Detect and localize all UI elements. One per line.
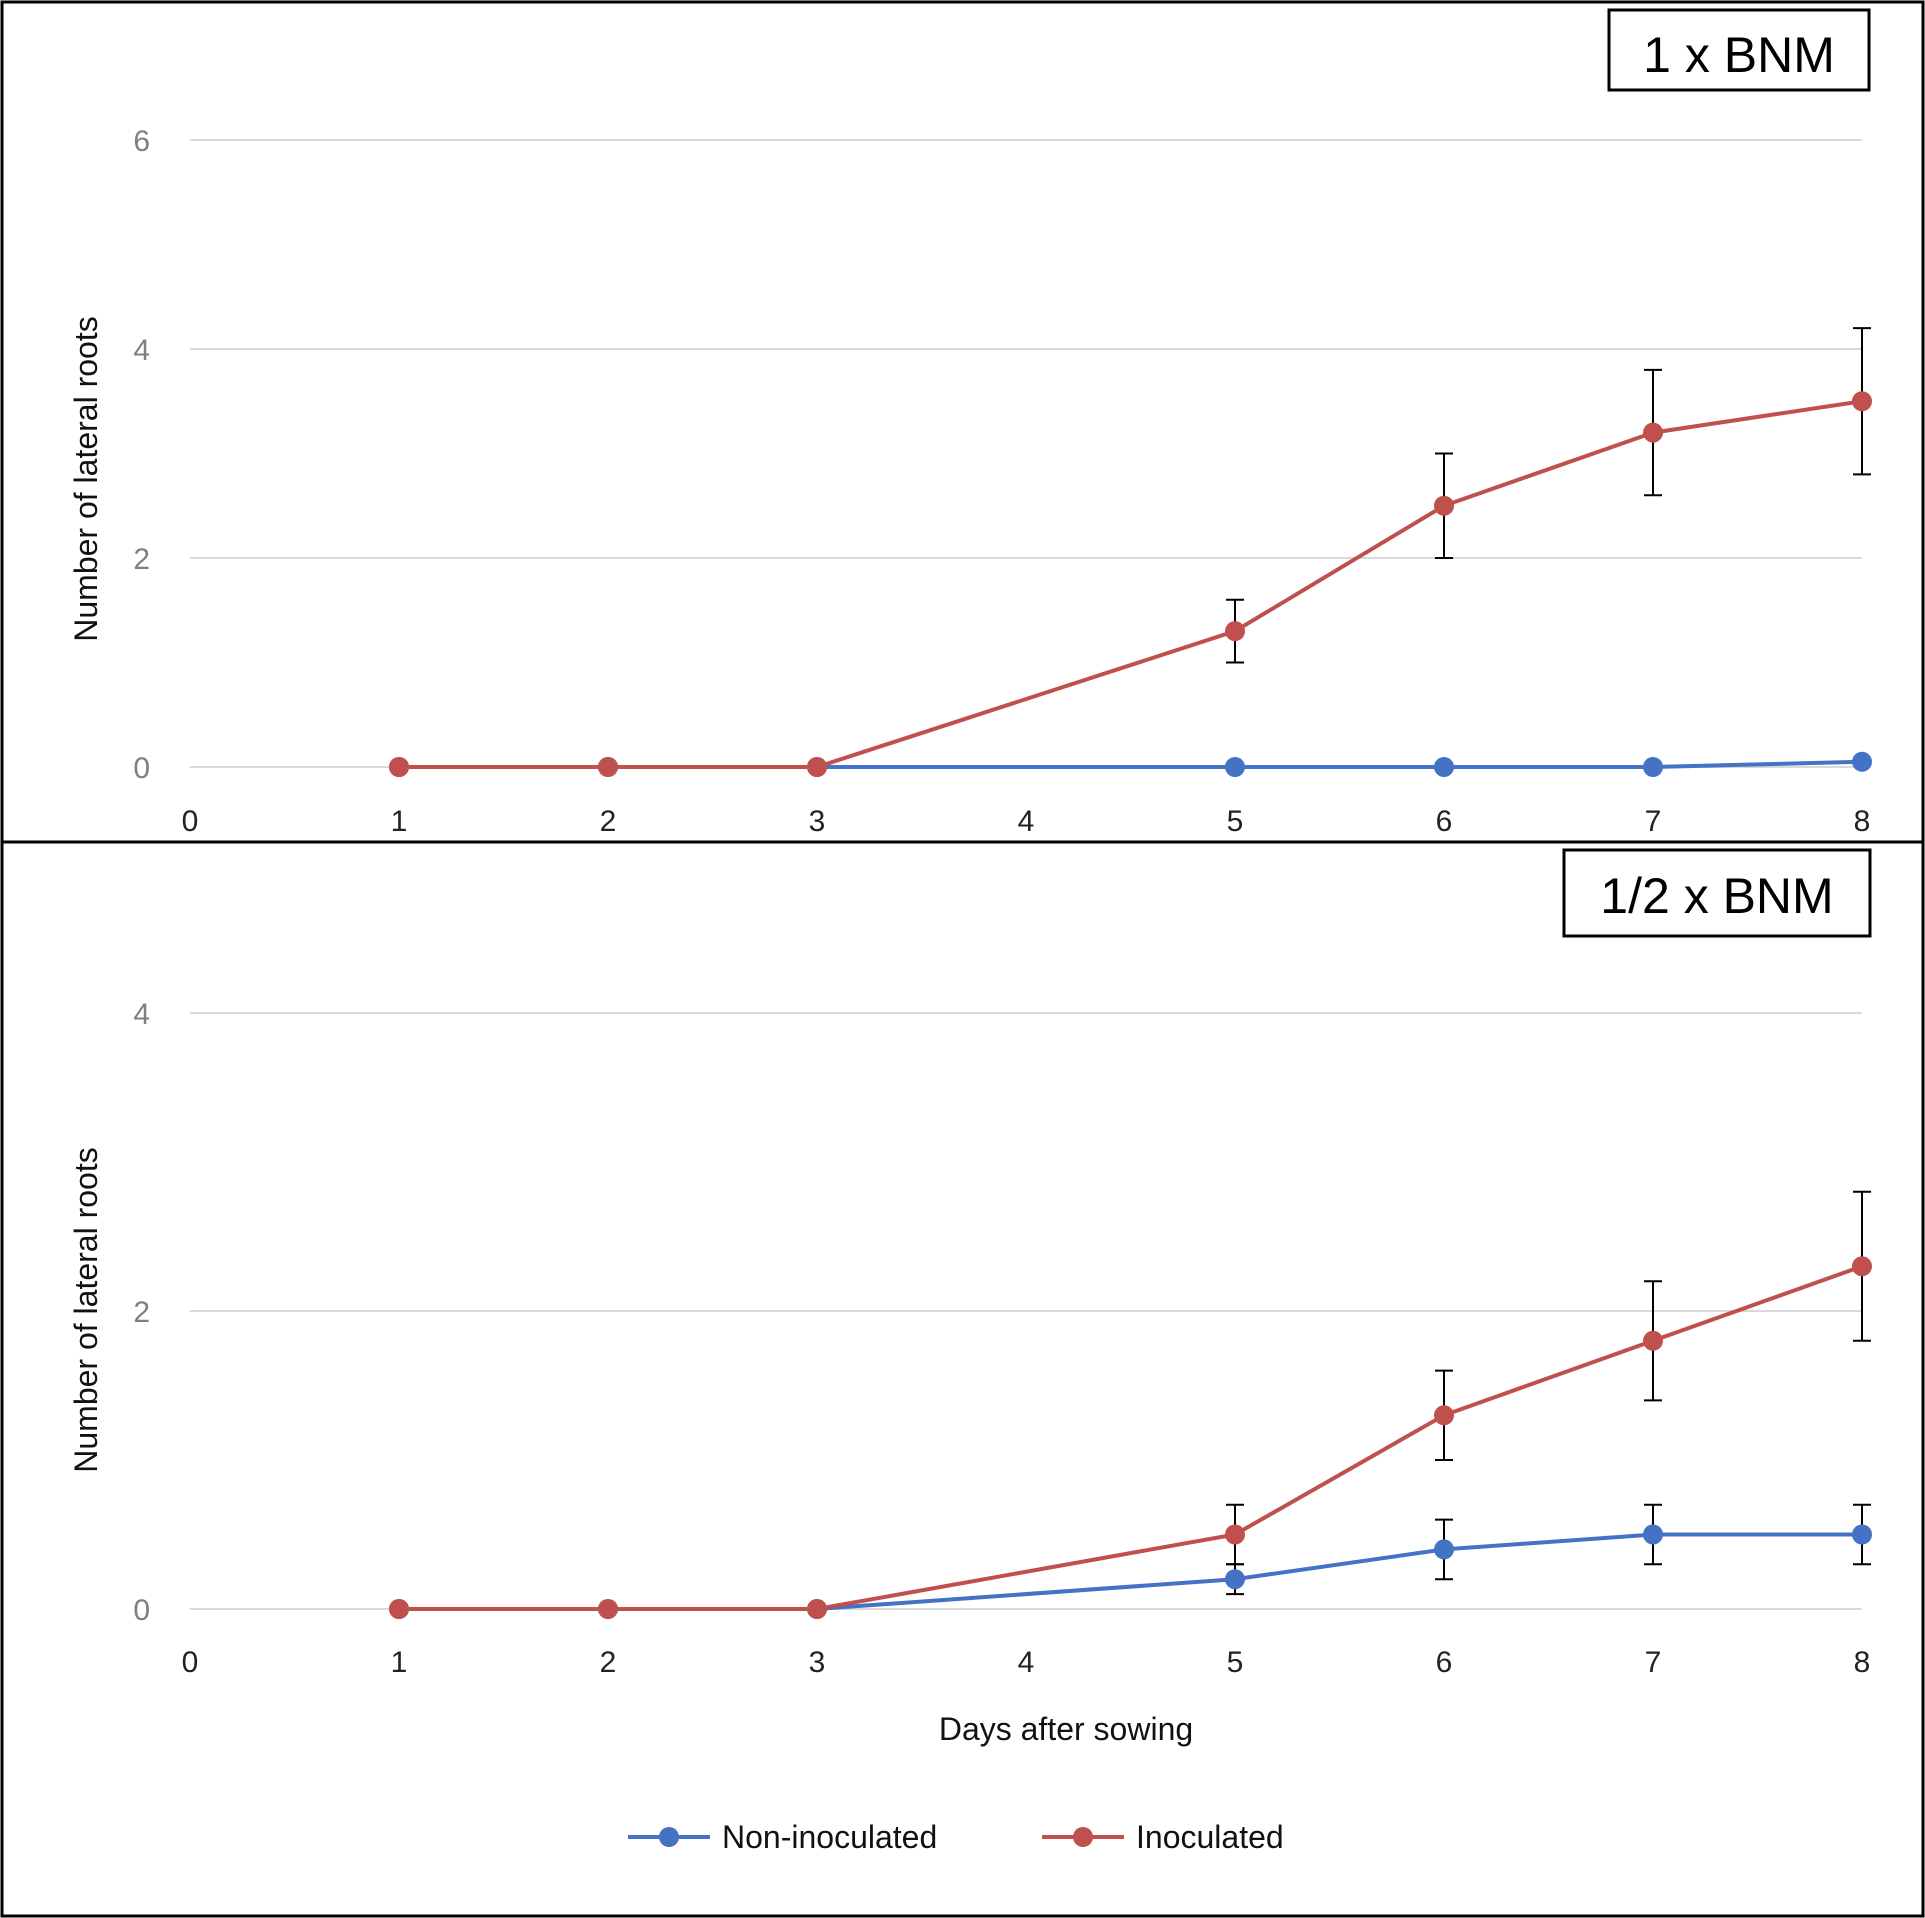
- x-tick-label: 4: [1018, 805, 1035, 838]
- data-point-inoculated: [807, 1599, 827, 1619]
- x-tick-label: 5: [1227, 1646, 1244, 1679]
- x-tick-label: 2: [600, 1646, 617, 1679]
- data-point-inoculated: [389, 757, 409, 777]
- data-point-non-inoculated: [1643, 757, 1663, 777]
- data-point-inoculated: [389, 1599, 409, 1619]
- legend-item: Non-inoculated: [628, 1819, 937, 1855]
- x-tick-label: 3: [809, 805, 826, 838]
- data-point-non-inoculated: [1225, 1569, 1245, 1590]
- x-tick-label: 3: [809, 1646, 826, 1679]
- data-point-inoculated: [1225, 1524, 1245, 1545]
- data-point-inoculated: [807, 757, 827, 777]
- panel-top-frame: [0, 0, 1925, 844]
- x-tick-label: 6: [1436, 805, 1453, 838]
- y-tick-label: 2: [133, 1296, 150, 1329]
- data-point-inoculated: [1434, 1405, 1454, 1426]
- legend-item: Inoculated: [1042, 1819, 1284, 1855]
- y-tick-label: 4: [133, 334, 150, 367]
- x-tick-label: 7: [1645, 1646, 1662, 1679]
- legend-label: Non-inoculated: [722, 1819, 937, 1855]
- x-tick-label: 1: [391, 805, 408, 838]
- x-tick-label: 2: [600, 805, 617, 838]
- data-point-inoculated: [1852, 391, 1872, 412]
- y-tick-label: 4: [133, 998, 150, 1031]
- legend-label: Inoculated: [1136, 1819, 1284, 1855]
- y-axis-label: Number of lateral roots: [68, 1147, 104, 1472]
- data-point-non-inoculated: [1643, 1524, 1663, 1545]
- data-point-non-inoculated: [1852, 751, 1872, 772]
- data-point-inoculated: [1225, 621, 1245, 642]
- x-tick-label: 0: [182, 805, 199, 838]
- x-tick-label: 8: [1854, 805, 1871, 838]
- legend: Non-inoculated Inoculated: [628, 1819, 1284, 1855]
- x-tick-label: 8: [1854, 1646, 1871, 1679]
- legend-swatch-marker: [659, 1827, 679, 1847]
- data-point-inoculated: [598, 1599, 618, 1619]
- y-tick-label: 0: [133, 1594, 150, 1627]
- data-point-non-inoculated: [1434, 757, 1454, 777]
- x-tick-label: 4: [1018, 1646, 1035, 1679]
- data-point-inoculated: [1643, 422, 1663, 443]
- y-axis-label: Number of lateral roots: [68, 316, 104, 641]
- x-axis-label: Days after sowing: [939, 1711, 1193, 1747]
- data-point-inoculated: [1434, 495, 1454, 516]
- data-point-inoculated: [1852, 1256, 1872, 1277]
- chart-top: 0 2 4 6 0 1 2 3 4 5 6 7 8 Number of lateral roots 1 x …: [68, 8, 1872, 838]
- y-tick-label: 6: [133, 125, 150, 158]
- x-tick-label: 7: [1645, 805, 1662, 838]
- y-tick-label: 0: [133, 752, 150, 785]
- y-tick-label: 2: [133, 543, 150, 576]
- panel-bottom-frame: [0, 840, 1925, 1918]
- x-tick-label: 1: [391, 1646, 408, 1679]
- data-point-inoculated: [1643, 1330, 1663, 1351]
- chart-bottom: 0 2 4 0 1 2 3 4 5 6 7 8 Number of lateral roots Days …: [68, 848, 1872, 1747]
- title-box: [1562, 848, 1872, 938]
- x-tick-label: 0: [182, 1646, 199, 1679]
- x-tick-label: 6: [1436, 1646, 1453, 1679]
- data-point-non-inoculated: [1434, 1539, 1454, 1560]
- x-tick-label: 5: [1227, 805, 1244, 838]
- data-point-inoculated: [598, 757, 618, 777]
- chart-title: 1/2 x BNM: [1600, 868, 1833, 924]
- chart-title: 1 x BNM: [1643, 27, 1835, 83]
- data-point-non-inoculated: [1852, 1524, 1872, 1545]
- legend-swatch-marker: [1073, 1827, 1093, 1847]
- data-point-non-inoculated: [1225, 757, 1245, 777]
- title-box: [1607, 8, 1871, 92]
